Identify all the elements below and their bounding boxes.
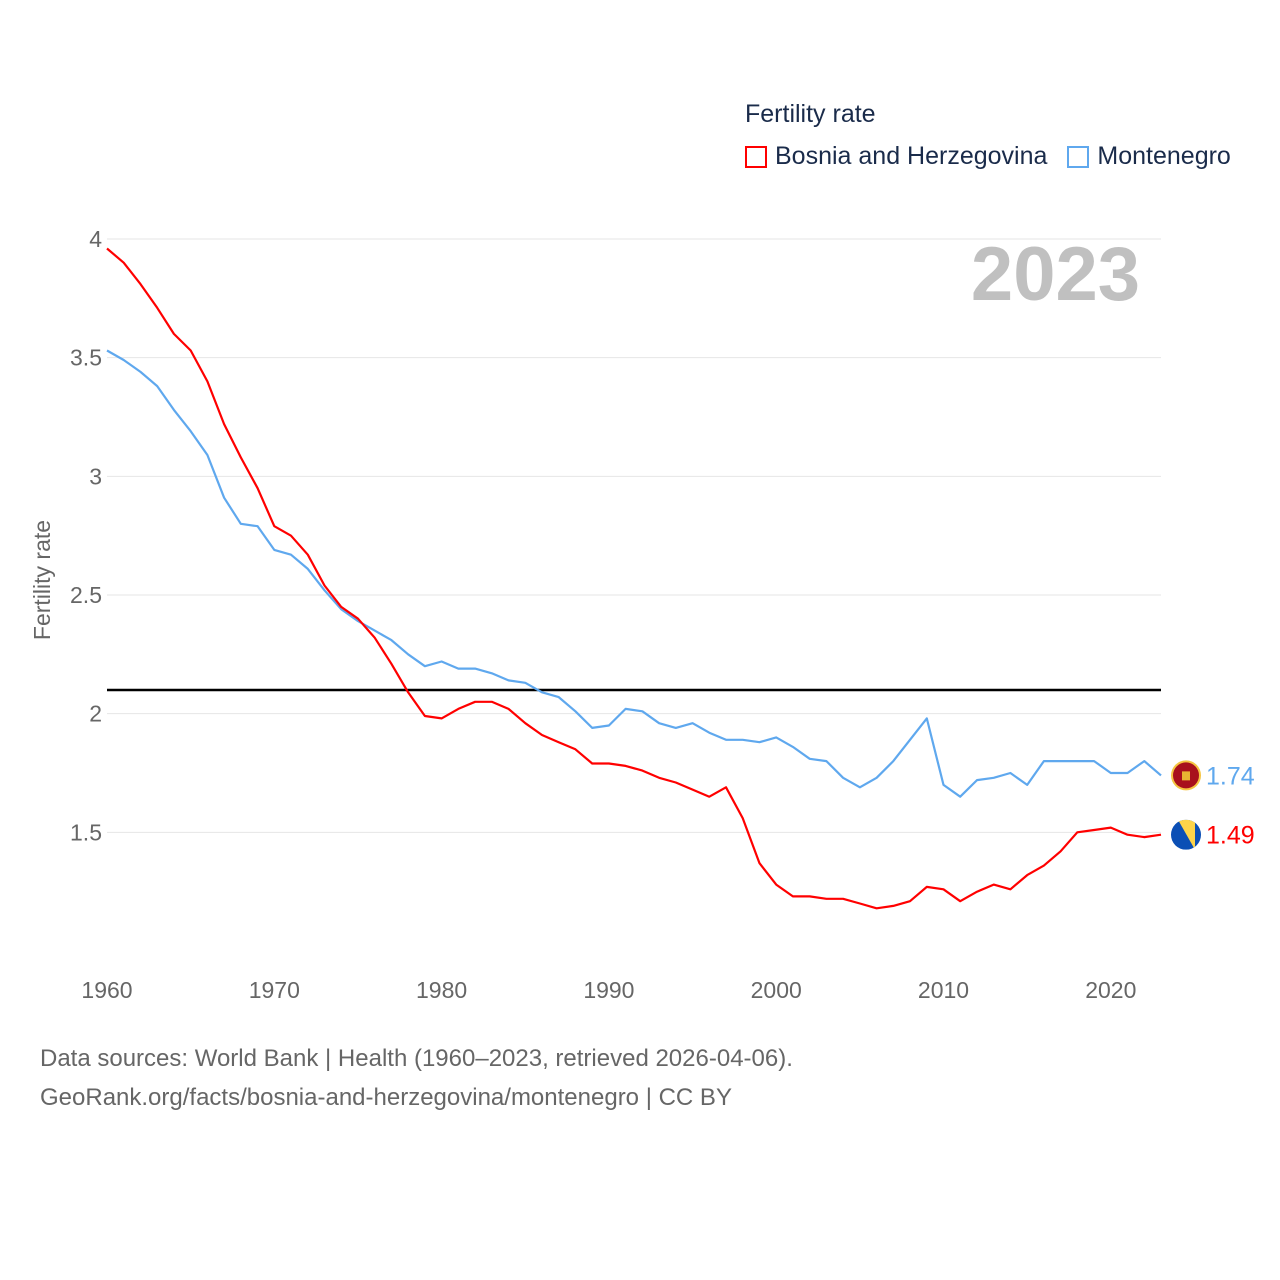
year-watermark: 2023	[971, 232, 1140, 317]
bosnia-flag-icon	[1171, 819, 1201, 850]
legend: Bosnia and Herzegovina Montenegro	[745, 142, 1251, 171]
y-axis-label: Fertility rate	[29, 520, 55, 640]
x-tick-label: 1980	[416, 977, 467, 1003]
legend-item-montenegro[interactable]: Montenegro	[1067, 142, 1231, 171]
y-tick-label: 2.5	[70, 582, 102, 608]
legend-label-montenegro: Montenegro	[1097, 142, 1231, 170]
x-tick-label: 1970	[249, 977, 300, 1003]
legend-item-bosnia[interactable]: Bosnia and Herzegovina	[745, 142, 1047, 171]
flag-triangle	[1178, 819, 1195, 850]
y-tick-label: 4	[89, 226, 102, 252]
y-tick-label: 1.5	[70, 819, 102, 845]
y-tick-label: 2	[89, 701, 102, 727]
footer-sources: Data sources: World Bank | Health (1960–…	[40, 1045, 793, 1072]
series-line-bosnia	[106, 247, 1162, 910]
legend-swatch-bosnia	[745, 145, 767, 168]
x-tick-label: 2010	[918, 977, 969, 1003]
x-tick-label: 1960	[81, 977, 132, 1003]
flag-emblem	[1182, 771, 1190, 781]
end-value-label: 1.49	[1206, 822, 1255, 850]
footer-link[interactable]: GeoRank.org/facts/bosnia-and-herzegovina…	[40, 1084, 732, 1111]
legend-title: Fertility rate	[745, 100, 876, 128]
y-tick-label: 3	[89, 463, 102, 489]
montenegro-flag-icon	[1171, 760, 1201, 791]
legend-swatch-montenegro	[1067, 145, 1090, 168]
series-line-montenegro	[106, 349, 1162, 798]
x-tick-label: 2020	[1085, 977, 1136, 1003]
y-tick-label: 3.5	[70, 345, 102, 371]
end-value-label: 1.74	[1206, 762, 1255, 790]
x-tick-label: 2000	[751, 977, 802, 1003]
legend-label-bosnia: Bosnia and Herzegovina	[775, 142, 1048, 170]
x-tick-label: 1990	[583, 977, 634, 1003]
